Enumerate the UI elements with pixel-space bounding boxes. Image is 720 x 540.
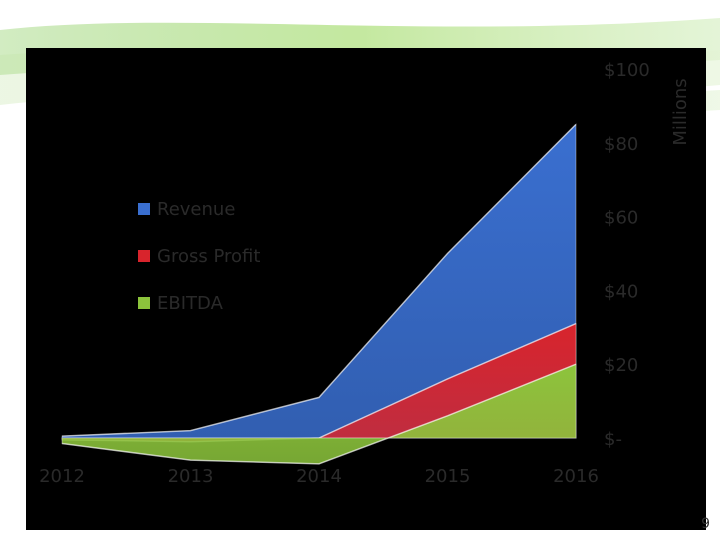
y-tick-label: $- xyxy=(604,429,622,450)
series-edge-ebitda xyxy=(61,363,577,465)
legend-label-ebitda: EBITDA xyxy=(157,293,224,314)
x-tick-label: 2012 xyxy=(39,466,85,487)
x-tick-label: 2015 xyxy=(425,466,471,487)
y-axis: $- $20 $40 $60 $80 $100 xyxy=(604,60,650,450)
y-tick-label: $60 xyxy=(604,208,638,229)
x-tick-label: 2013 xyxy=(168,466,214,487)
x-axis: 2012 2013 2014 2015 2016 xyxy=(39,466,599,487)
legend: Revenue Gross Profit EBITDA xyxy=(138,199,260,314)
legend-swatch-revenue xyxy=(138,203,150,215)
legend-label-revenue: Revenue xyxy=(157,199,235,220)
legend-swatch-gross-profit xyxy=(138,250,150,262)
legend-swatch-ebitda xyxy=(138,297,150,309)
page-number: 9 xyxy=(701,516,710,532)
x-tick-label: 2016 xyxy=(553,466,599,487)
chart-panel: 2012 2013 2014 2015 2016 $- $20 $40 $60 $80 $100 … xyxy=(26,48,706,530)
y-tick-label: $20 xyxy=(604,355,638,376)
y-tick-label: $100 xyxy=(604,60,650,81)
area-chart: 2012 2013 2014 2015 2016 $-$20$40$60$80$100 … xyxy=(39,60,691,487)
legend-label-gross-profit: Gross Profit xyxy=(157,246,260,267)
y-tick-label: $40 xyxy=(604,281,638,302)
y-tick-label: $80 xyxy=(604,134,638,155)
y-axis-title: Millions xyxy=(670,78,691,145)
x-tick-label: 2014 xyxy=(296,466,342,487)
series-edge-revenue xyxy=(61,123,577,437)
plot-area xyxy=(61,123,577,465)
